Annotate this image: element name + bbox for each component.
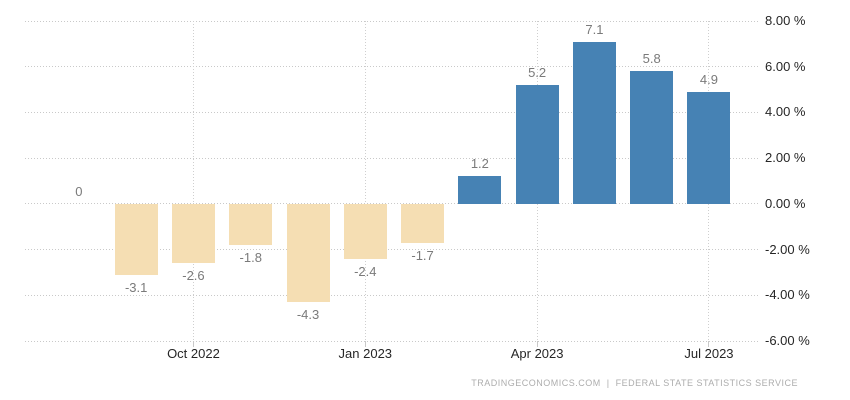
plot-area: Oct 2022 Jan 2023 Apr 2023 Jul 2023 0 -3.1 -2.… — [25, 20, 760, 361]
bar-value-label: -2.6 — [182, 268, 205, 284]
bar-value-label: 1.2 — [470, 156, 489, 172]
x-axis-tick-mark — [536, 341, 538, 347]
h-gridline — [25, 249, 760, 251]
y-axis-tick-label: -2.00 % — [765, 241, 810, 257]
y-axis-tick-label: 8.00 % — [765, 13, 806, 28]
y-axis-tick-label: 4.00 % — [765, 104, 806, 120]
bar[interactable] — [687, 91, 731, 204]
h-gridline — [25, 111, 760, 113]
bar[interactable] — [229, 203, 273, 245]
bar-value-label: 0 — [75, 183, 83, 199]
bar-value-label: -2.4 — [354, 263, 377, 279]
h-gridline — [25, 294, 760, 296]
bar-value-label: 5.8 — [642, 51, 661, 67]
h-gridline — [25, 20, 760, 22]
bar-value-label: -1.7 — [411, 247, 434, 263]
bar-value-label: -4.3 — [296, 307, 320, 323]
bar[interactable] — [114, 203, 158, 275]
x-axis-tick-label: Apr 2023 — [510, 346, 564, 361]
x-axis-tick-label: Jul 2023 — [684, 346, 734, 361]
bar-value-label: -3.1 — [124, 279, 148, 295]
y-axis-tick-label: 6.00 % — [765, 58, 806, 74]
y-axis-tick-label: 0.00 % — [765, 195, 806, 211]
bar[interactable] — [572, 41, 616, 204]
attribution-text: TRADINGECONOMICS.COM | FEDERAL STATE STA… — [471, 378, 798, 388]
h-gridline — [25, 340, 760, 342]
bar-value-label: 7.1 — [585, 21, 604, 37]
bar[interactable] — [343, 203, 387, 259]
x-axis-tick-mark — [192, 341, 194, 347]
bar-value-label: 5.2 — [528, 65, 547, 80]
bar-value-label: 4.9 — [699, 71, 718, 87]
x-axis-tick-label: Jan 2023 — [338, 346, 393, 361]
y-axis-tick-label: -6.00 % — [765, 333, 810, 348]
v-gridline — [364, 21, 366, 341]
x-axis-tick-label: Oct 2022 — [167, 346, 220, 361]
h-gridline — [25, 157, 760, 159]
x-axis-tick-mark — [708, 341, 710, 347]
v-gridline — [192, 21, 194, 341]
bar[interactable] — [630, 71, 674, 204]
y-axis-tick-label: 2.00 % — [765, 150, 806, 166]
h-gridline — [25, 66, 760, 68]
bar[interactable] — [515, 85, 559, 204]
bar[interactable] — [401, 203, 445, 243]
bar-value-label: -1.8 — [239, 250, 262, 265]
bar[interactable] — [458, 176, 502, 204]
h-gridline — [25, 203, 760, 205]
x-axis-tick-mark — [364, 341, 366, 347]
bar[interactable] — [171, 203, 215, 264]
bar[interactable] — [286, 203, 330, 303]
y-axis: 8.00 % 6.00 % 4.00 % 2.00 % 0.00 % -2.00 % -4.… — [765, 0, 850, 400]
y-axis-tick-label: -4.00 % — [765, 287, 810, 303]
